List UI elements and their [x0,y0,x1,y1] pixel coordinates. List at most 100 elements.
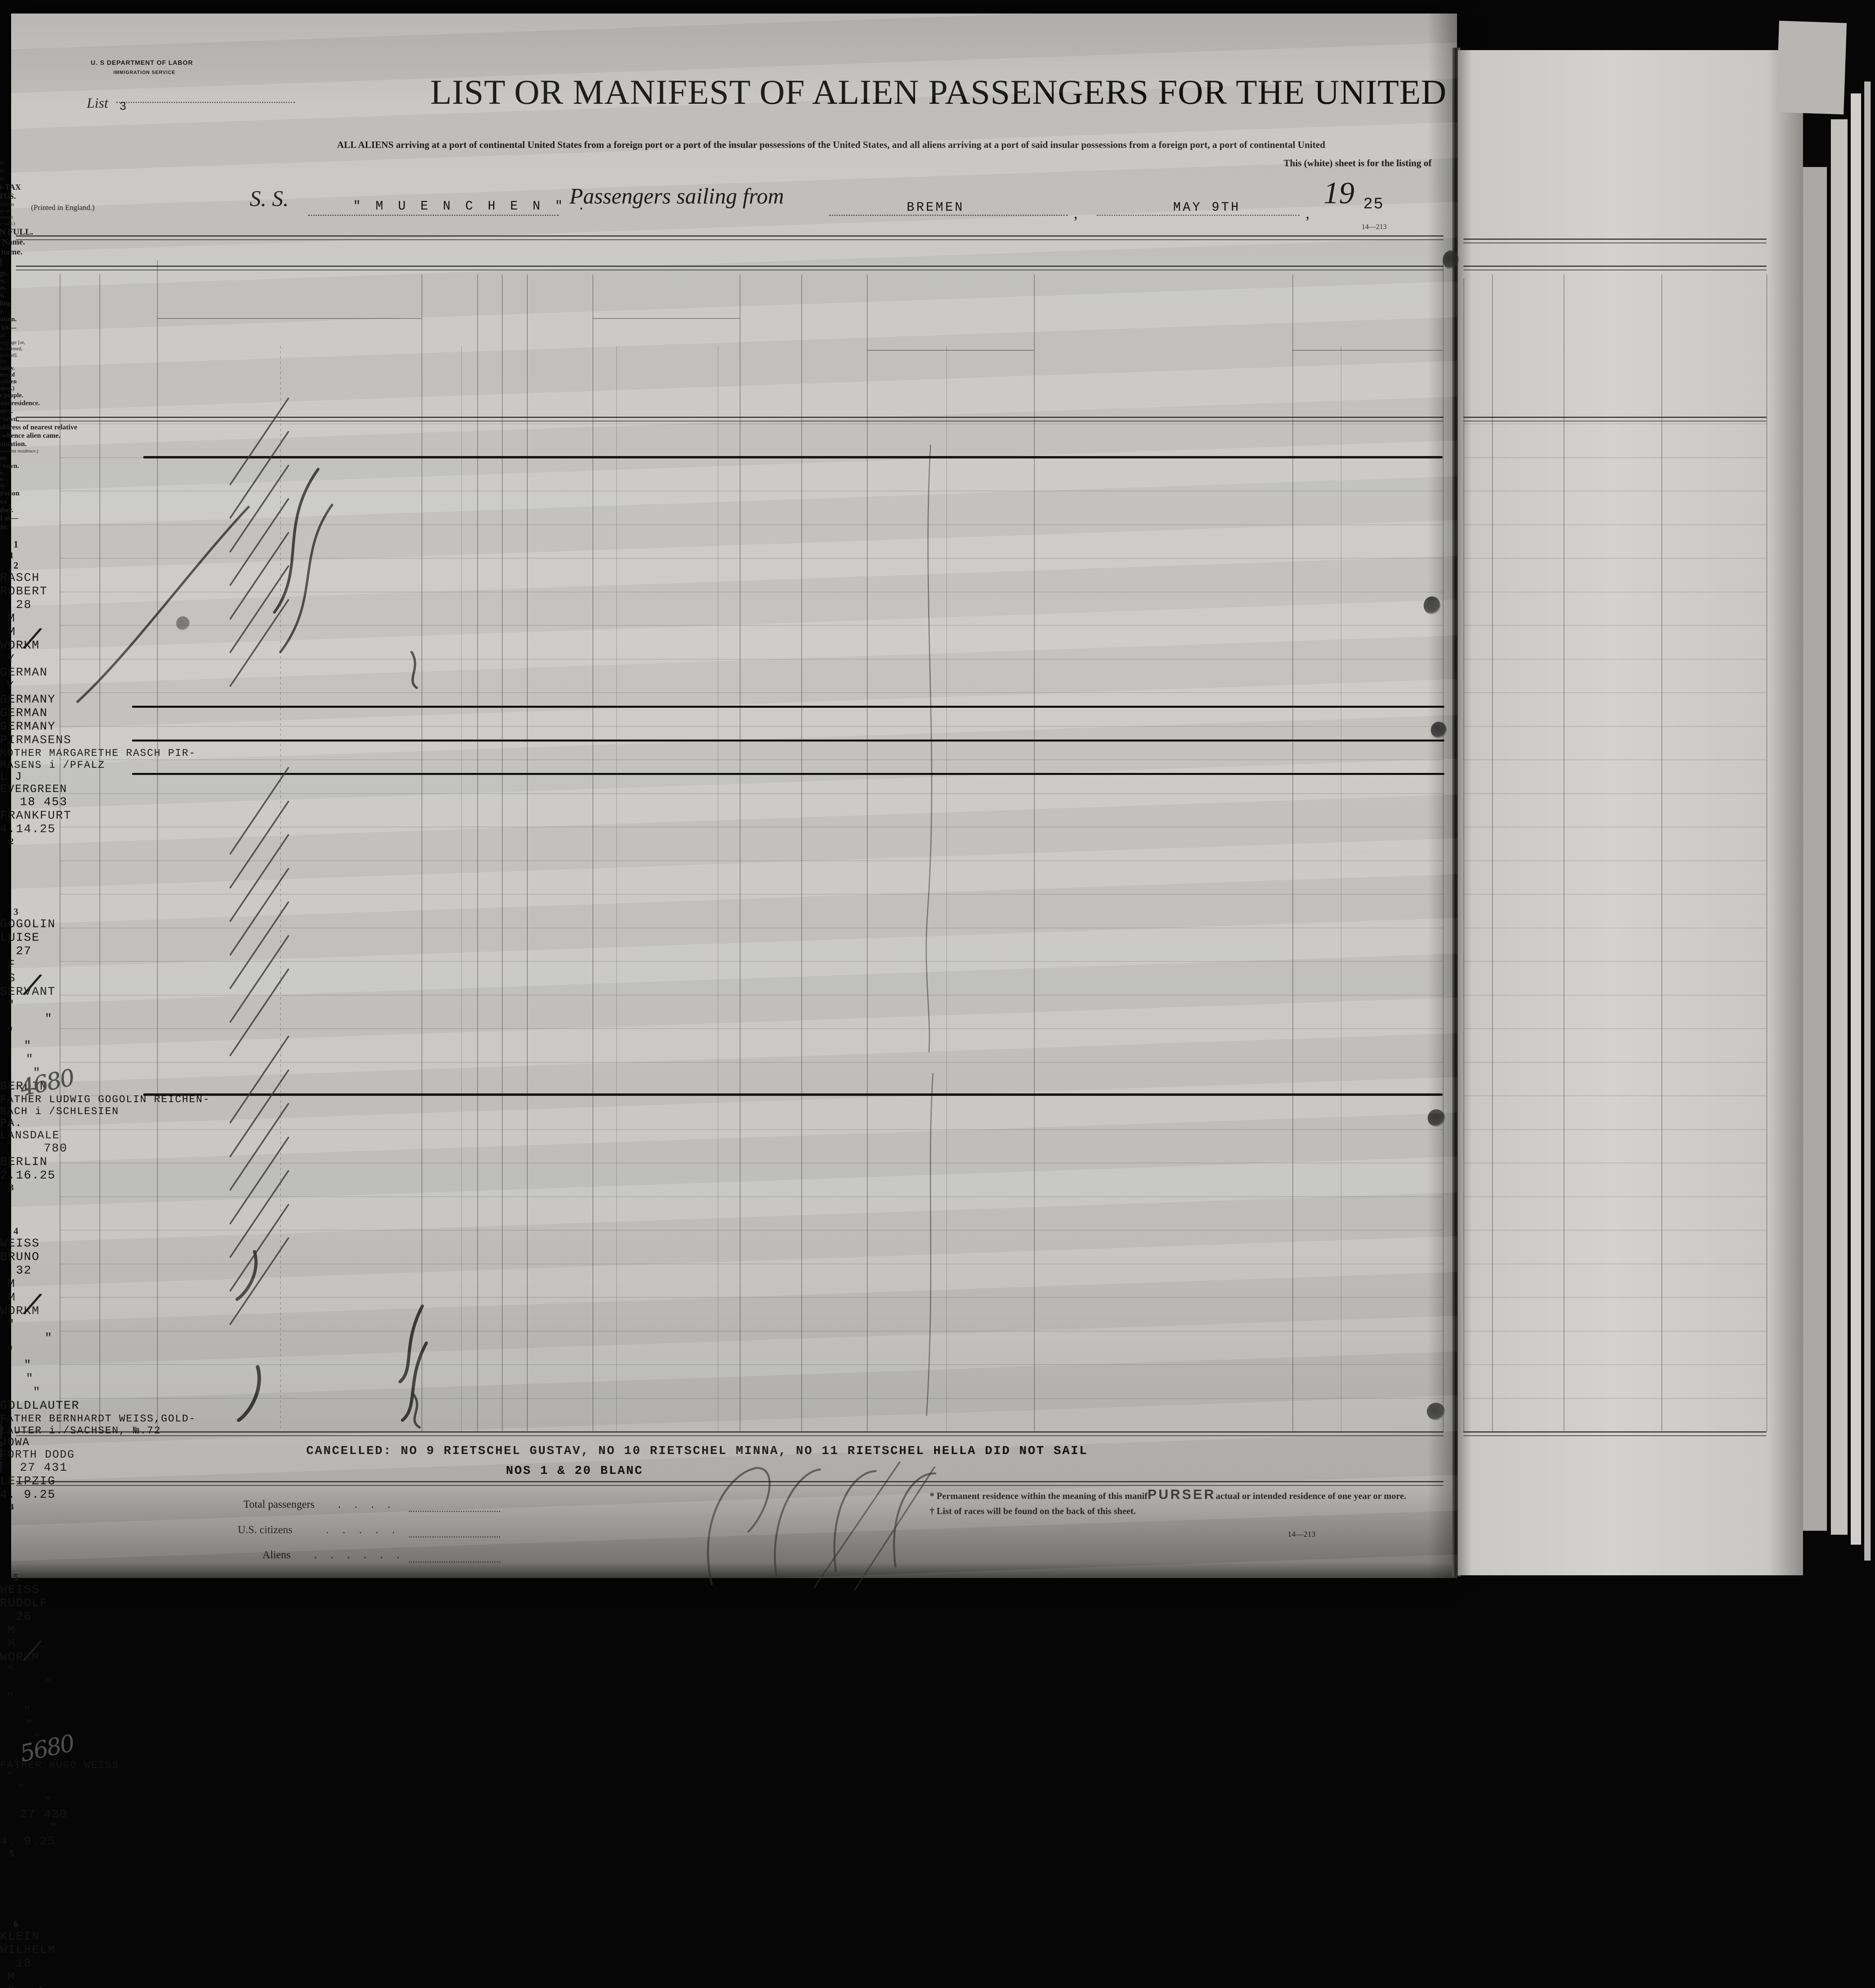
r4-na: " [23,1359,32,1372]
r3-rd: " [7,999,15,1012]
r4-c: WORKM [0,1305,40,1318]
grid-hline [1463,1095,1766,1096]
grid-hline [1463,793,1766,794]
printed-rule [1463,239,1766,243]
grid-hline [1463,658,1766,660]
r3-va: BERLIN [0,1155,48,1169]
ink-blot [1427,1403,1445,1420]
grid-hline [1463,1129,1766,1130]
grid-hline [1463,1364,1766,1365]
column-number: 35 [0,139,938,149]
ink-blot [1443,250,1459,270]
stacked-page-edge [1851,93,1861,1545]
col-label-fdL: Final destination. [0,440,27,448]
grid-hline [60,692,1443,693]
printed-rule [1463,417,1766,421]
grid-hline [1463,1398,1766,1399]
r3-n: 3 [14,907,18,917]
column-number: 9 [0,80,938,89]
r6-n: 6 [14,1919,18,1930]
r2-ra: GERMAN [0,707,48,720]
col-label-relL: The name and complete address of nearest… [0,423,78,439]
col-label-rwl: Read what language [or, if exemption cla… [0,339,25,358]
grid-vline [157,260,158,1431]
r4-lg: " [45,1332,53,1345]
sheet-shadow [1428,14,1457,1578]
grid-vline [99,274,100,1431]
col-label-ableL: Able to— [2,323,16,332]
r2-g: ROBERT [0,585,48,598]
manifest-sheet [11,14,1457,1578]
r5-d1: " [45,1796,52,1808]
grid-hline [60,894,1443,895]
r5-va: " [49,1821,58,1835]
r2-ci: PIRMASENS [0,734,72,747]
r4-st: JOWA [0,1437,30,1449]
r5-g: RUDOLF [0,1597,48,1610]
r3-lg: " [45,1012,53,1026]
total-passengers-label: Total passengers [243,1498,315,1510]
grid-hline [60,658,1443,660]
header-underline [157,318,422,319]
r6-ms: S [0,1984,24,1988]
grid-hline [60,1028,1443,1029]
col-label-ageL: Age. [0,269,8,278]
column-number: 6 [0,50,938,60]
grid-hline [60,1297,1443,1298]
grid-vline [280,346,281,1431]
r4-d1: FORTH DODG [0,1449,75,1461]
r4-f: WEISS [0,1237,40,1250]
grid-hline [1463,1330,1766,1332]
grid-hline [1463,558,1766,559]
aliens-leader-dots: . . . . . . [314,1549,405,1561]
total-leader-dots: . . . . [338,1498,396,1510]
ink-blot [1431,722,1447,738]
grid-hline [1463,457,1766,458]
column-number: 5 [0,40,938,50]
grid-hline [60,1196,1443,1197]
stacked-page-edge [1803,167,1827,1531]
grid-hline [1463,994,1766,996]
column-number: 10 [0,89,938,99]
sailing-from-label: Passengers sailing from [569,184,784,209]
form-number-bottom: 14—213 [1288,1530,1315,1539]
r2-rd: Y [7,652,15,666]
r6-sx: M [7,1971,16,1984]
r2-right-no: 2 [9,836,14,846]
footnote-2: † List of races will be found on the bac… [930,1506,1136,1516]
r5-na: " [23,1705,32,1718]
column-number: 1 [0,0,938,10]
r4-ci: GOLDLAUTER [0,1399,80,1413]
column-number: 2 [0,10,938,20]
grid-vline [527,274,528,1431]
grid-hline [60,423,1443,424]
r2-ms: M [8,625,16,639]
grid-hline [60,1230,1443,1231]
r4-rd: " [7,1318,15,1332]
subtitle-line1: ALL ALIENS arriving at a port of contine… [337,140,1325,150]
col-label-ht3: 3 [0,257,3,268]
ship-name: " M U E N C H E N " . [353,199,589,214]
grid-hline [1463,1196,1766,1197]
column-number: 12 [0,109,938,119]
r5-rd: " [7,1664,15,1678]
r3-ms: S [8,972,16,985]
grid-vline [801,274,802,1431]
grid-hline [1463,625,1766,626]
col-label-city2L: City or town. [0,462,19,470]
r2-va: FRANKFURT [0,809,72,823]
grid-hline [1463,423,1766,424]
year-printed: 19 [1323,175,1354,210]
grid-hline [60,1095,1443,1096]
printed-rule [16,1431,1444,1436]
r6-g: WILHELM [0,1943,56,1957]
printed-rule [16,417,1444,421]
r4-y: 32 [16,1264,32,1277]
r4-right-no: 4 [9,1502,14,1512]
aliens-line [409,1561,500,1563]
sailing-date: MAY 9TH [1173,200,1241,215]
grid-hline [1463,692,1766,693]
printed-in-note: (Printed in England.) [31,204,95,212]
r4-sx: M [7,1277,16,1291]
r5-ra: " [25,1718,34,1732]
